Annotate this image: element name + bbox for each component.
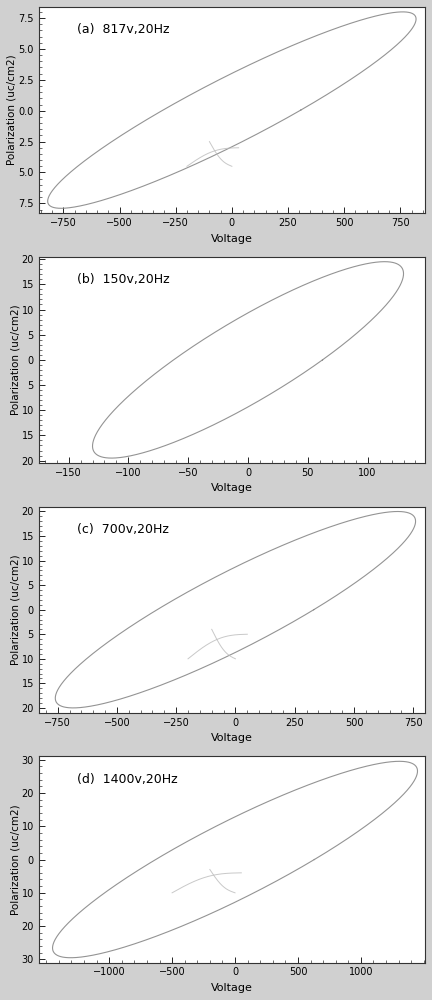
Text: (b)  150v,20Hz: (b) 150v,20Hz (77, 273, 170, 286)
Text: (c)  700v,20Hz: (c) 700v,20Hz (77, 523, 169, 536)
Text: (a)  817v,20Hz: (a) 817v,20Hz (77, 23, 170, 36)
Y-axis label: Polarization (uc/cm2): Polarization (uc/cm2) (10, 804, 20, 915)
Y-axis label: Polarization (uc/cm2): Polarization (uc/cm2) (10, 305, 20, 415)
X-axis label: Voltage: Voltage (211, 983, 253, 993)
X-axis label: Voltage: Voltage (211, 483, 253, 493)
X-axis label: Voltage: Voltage (211, 733, 253, 743)
Y-axis label: Polarization (uc/cm2): Polarization (uc/cm2) (7, 55, 17, 165)
Y-axis label: Polarization (uc/cm2): Polarization (uc/cm2) (10, 554, 20, 665)
Text: (d)  1400v,20Hz: (d) 1400v,20Hz (77, 773, 178, 786)
X-axis label: Voltage: Voltage (211, 234, 253, 244)
